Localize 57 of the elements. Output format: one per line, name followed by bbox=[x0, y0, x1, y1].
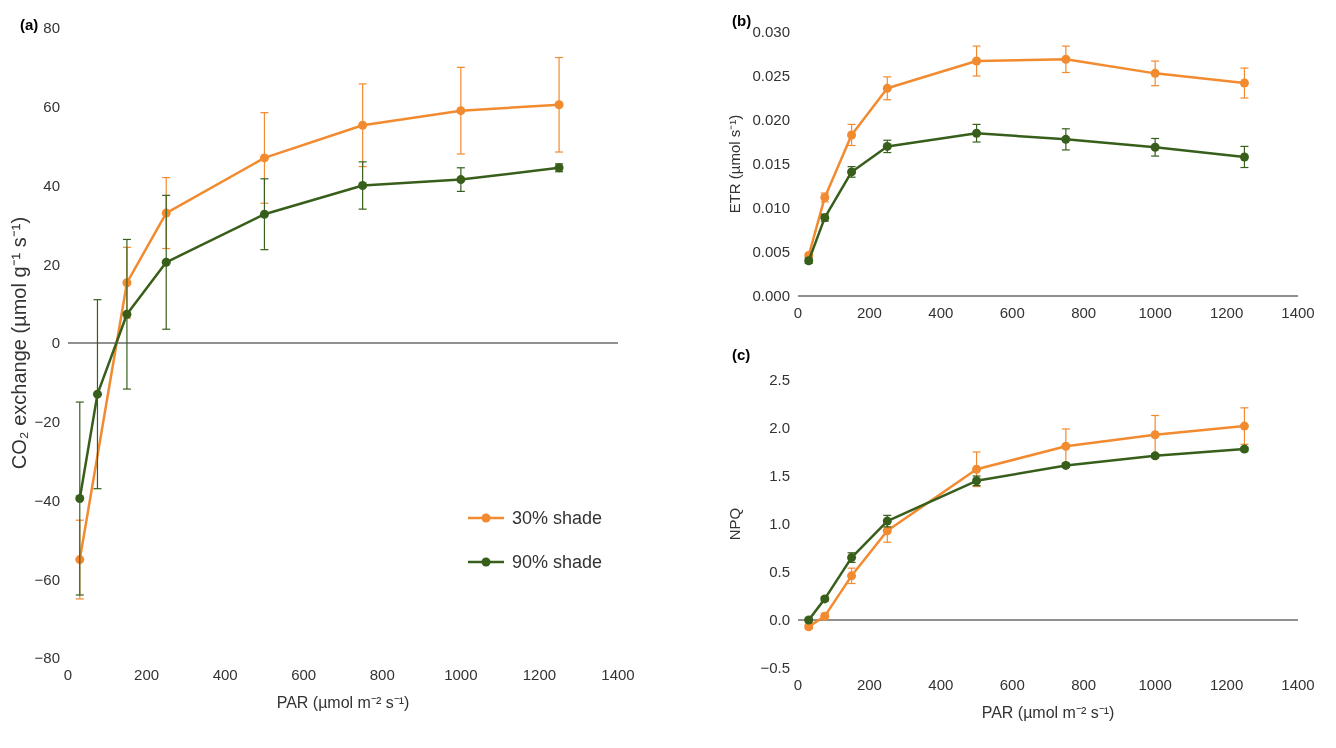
y-tick-label: −0.5 bbox=[760, 659, 790, 677]
x-tick-label: 800 bbox=[1071, 304, 1097, 321]
x-tick-label: 0 bbox=[793, 676, 803, 693]
x-tick-label: 600 bbox=[999, 676, 1025, 693]
y-tick-label: 2.5 bbox=[769, 371, 790, 389]
text: (a) bbox=[20, 16, 39, 33]
y-tick-label: 0.015 bbox=[752, 155, 790, 173]
x-tick-label: 400 bbox=[212, 666, 238, 683]
y-tick-label: 0.5 bbox=[769, 563, 790, 581]
x-tick-label: 800 bbox=[1071, 676, 1097, 693]
x-tick-label: 1400 bbox=[1281, 304, 1315, 321]
y-tick-label: 2.0 bbox=[769, 419, 790, 437]
y-axis-title: NPQ bbox=[726, 507, 743, 541]
y-tick-label: 0.0 bbox=[769, 611, 790, 629]
y-tick-label: 0.010 bbox=[752, 199, 790, 217]
x-axis-title: PAR (µmol m⁻² s⁻¹) bbox=[276, 694, 410, 711]
legend-label: 30% shade bbox=[512, 508, 603, 529]
y-tick-label: 60 bbox=[43, 98, 60, 115]
y-tick-label: −20 bbox=[34, 413, 60, 430]
x-tick-label: 400 bbox=[928, 676, 954, 693]
x-tick-label: 800 bbox=[369, 666, 395, 683]
x-axis-title: PAR (µmol m⁻² s⁻¹) bbox=[981, 704, 1115, 721]
y-tick-label: 0.000 bbox=[752, 287, 790, 305]
y-tick-label: 1.5 bbox=[769, 467, 790, 485]
x-tick-label: 1000 bbox=[1138, 304, 1172, 321]
x-tick-label: 400 bbox=[928, 304, 954, 321]
x-tick-label: 200 bbox=[856, 676, 882, 693]
x-tick-label: 600 bbox=[291, 666, 317, 683]
y-tick-label: 0.020 bbox=[752, 111, 790, 129]
y-tick-label: −40 bbox=[34, 491, 60, 509]
x-tick-label: 200 bbox=[856, 304, 882, 321]
x-tick-label: 1200 bbox=[522, 666, 557, 683]
y-tick-label: 0.025 bbox=[752, 67, 790, 85]
y-tick-label: −80 bbox=[34, 649, 60, 667]
x-tick-label: 1400 bbox=[1281, 676, 1315, 693]
y-axis-title: CO₂ exchange (µmol g⁻¹ s⁻¹) bbox=[8, 216, 30, 470]
text: (b) bbox=[732, 12, 752, 29]
y-tick-label: 20 bbox=[43, 255, 60, 273]
x-tick-label: 1000 bbox=[444, 666, 478, 683]
x-tick-label: 1400 bbox=[601, 666, 635, 683]
x-tick-label: 200 bbox=[134, 666, 160, 683]
y-tick-label: 40 bbox=[43, 176, 60, 194]
x-tick-label: 600 bbox=[999, 304, 1025, 321]
y-tick-label: −60 bbox=[34, 570, 60, 588]
x-tick-label: 0 bbox=[63, 666, 73, 683]
y-tick-label: 1.0 bbox=[769, 515, 790, 533]
y-tick-label: 0 bbox=[51, 334, 60, 352]
legend-label: 90% shade bbox=[512, 552, 603, 573]
y-tick-label: 0.030 bbox=[752, 23, 790, 41]
y-tick-label: 80 bbox=[43, 19, 60, 37]
x-tick-label: 0 bbox=[793, 304, 803, 321]
x-tick-label: 1200 bbox=[1209, 304, 1244, 321]
text: (c) bbox=[732, 346, 751, 363]
y-axis-title: ETR (µmol s⁻¹) bbox=[726, 114, 743, 214]
y-tick-label: 0.005 bbox=[752, 243, 790, 261]
x-tick-label: 1200 bbox=[1209, 676, 1244, 693]
x-tick-label: 1000 bbox=[1138, 676, 1172, 693]
